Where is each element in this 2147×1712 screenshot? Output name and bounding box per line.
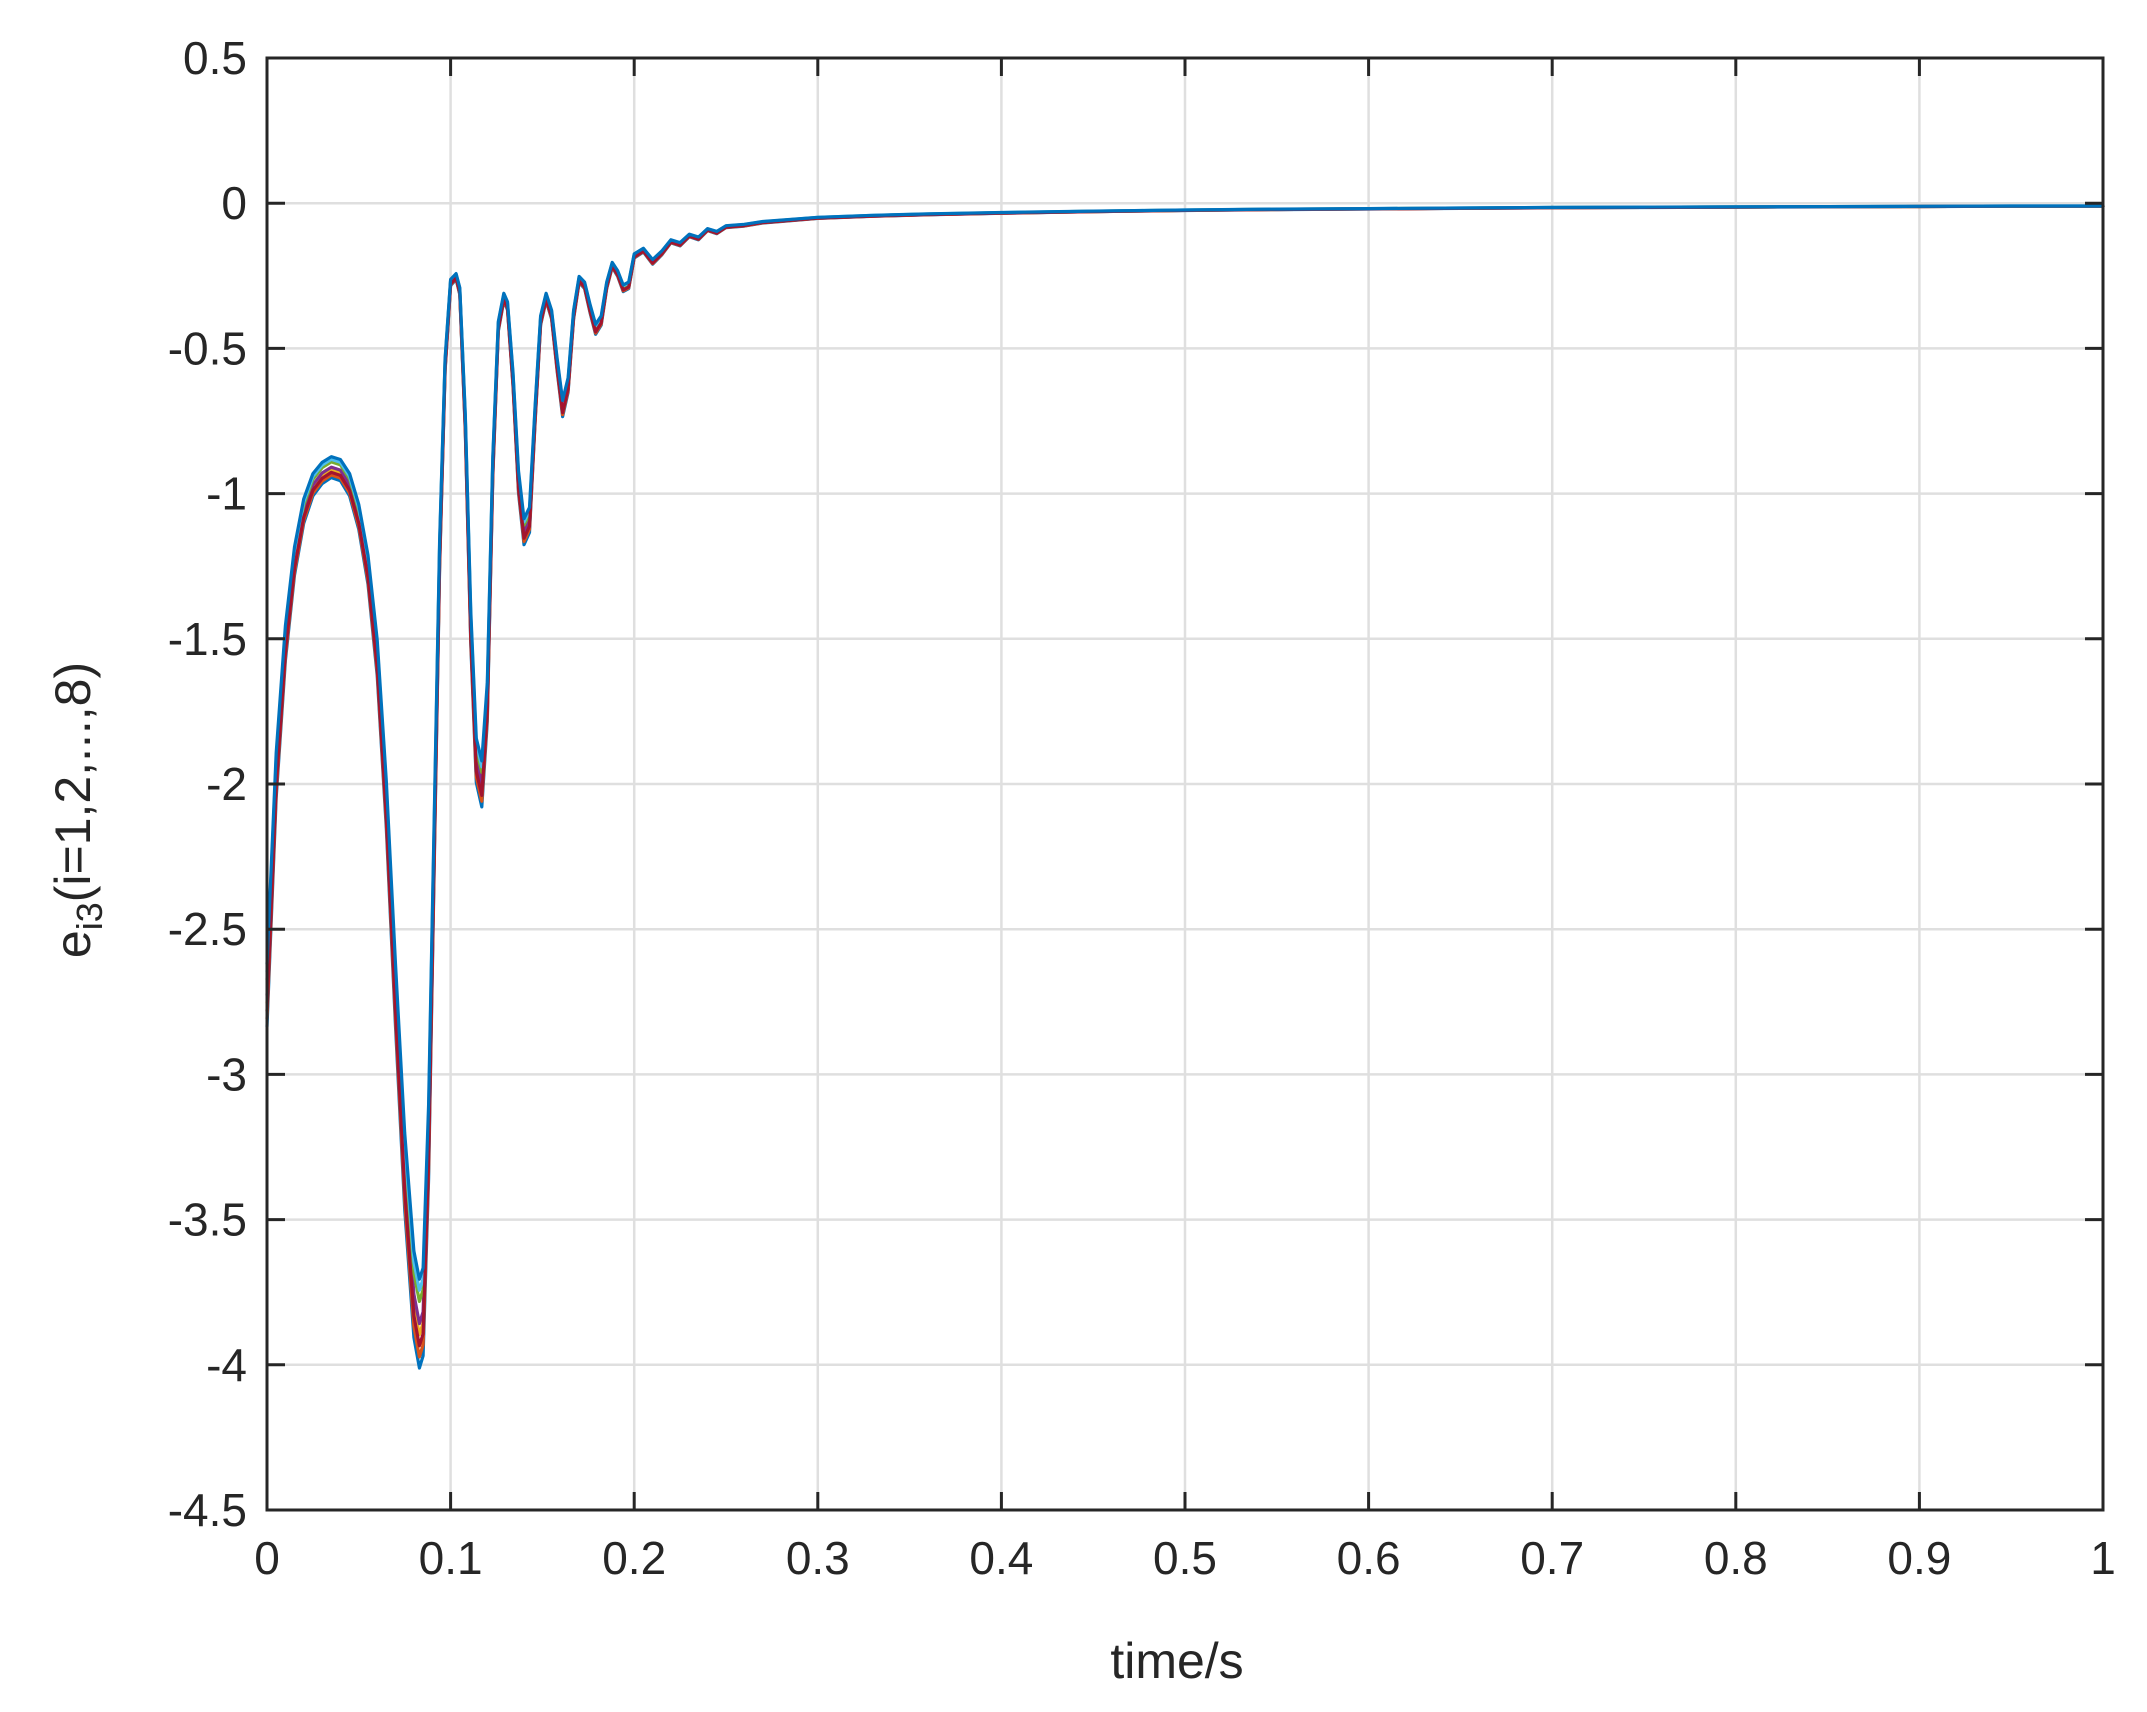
series-group [265,204,2105,1370]
y-tick-label: 0 [221,177,247,229]
series-line-8 [265,204,2105,1281]
x-tick-label: 0.1 [419,1532,483,1584]
x-tick-label: 0.8 [1704,1532,1768,1584]
ticks [265,56,2105,1512]
x-tick-label: 0.9 [1887,1532,1951,1584]
y-axis-label: ei3(i=1,2,...,8) [45,662,110,958]
y-axis-label-suffix: (i=1,2,...,8) [45,662,101,902]
x-tick-label: 0.4 [969,1532,1033,1584]
y-tick-label: -3.5 [168,1194,247,1246]
x-tick-label: 0.6 [1337,1532,1401,1584]
y-tick-label: -1 [206,468,247,520]
y-tick-label: -1.5 [168,613,247,665]
y-tick-label: -4.5 [168,1484,247,1536]
y-tick-label: 0.5 [183,32,247,84]
y-tick-label: -2.5 [168,903,247,955]
y-tick-label: -2 [206,758,247,810]
tick-labels: 0 0.1 0.2 0.3 0.4 0.5 0.6 0.7 0.8 0.9 1 0.5 0 -0.5 -1 -… [168,32,2116,1584]
y-axis-label-base: e [45,930,101,958]
y-axis-label-subscript: i3 [69,902,110,930]
x-axis-label: time/s [1110,1633,1243,1689]
x-tick-label: 0.7 [1520,1532,1584,1584]
y-tick-label: -4 [206,1339,247,1391]
x-tick-label: 0.2 [602,1532,666,1584]
x-tick-label: 1 [2090,1532,2116,1584]
x-tick-label: 0.5 [1153,1532,1217,1584]
y-tick-label: -0.5 [168,322,247,374]
x-tick-label: 0.3 [786,1532,850,1584]
x-tick-label: 0 [254,1532,280,1584]
y-tick-label: -3 [206,1048,247,1100]
